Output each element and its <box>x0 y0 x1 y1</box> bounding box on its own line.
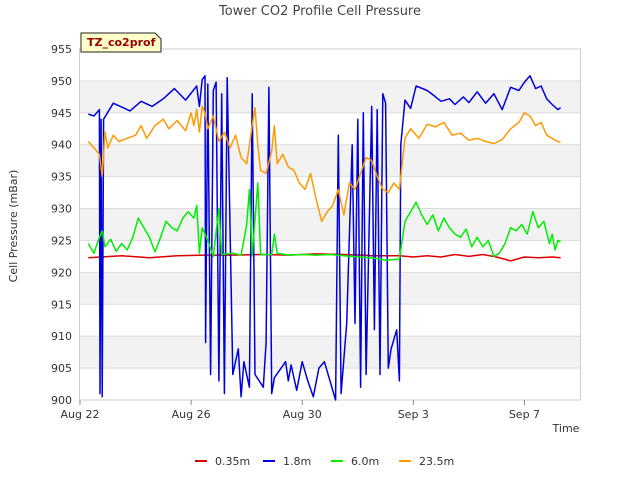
x-tick-label: Sep 3 <box>398 408 429 421</box>
grid-band <box>80 304 580 337</box>
legend-label: 23.5m <box>419 455 454 468</box>
series-line-1.8m <box>88 75 562 401</box>
x-axis-label: Time <box>552 422 580 435</box>
grid-band <box>80 368 580 400</box>
grid-band <box>80 144 580 177</box>
y-tick-label: 940 <box>51 139 72 152</box>
legend-label: 0.35m <box>215 455 250 468</box>
series-line-6.0m <box>87 182 561 261</box>
x-tick-label: Sep 7 <box>509 408 540 421</box>
chart-title: Tower CO2 Profile Cell Pressure <box>218 4 421 19</box>
legend-label: 1.8m <box>283 455 311 468</box>
y-tick-label: 935 <box>51 171 72 184</box>
grid-band <box>80 176 580 209</box>
y-tick-label: 955 <box>51 43 72 56</box>
legend: 0.35m 1.8m 6.0m 23.5m <box>195 455 454 468</box>
grid-band <box>80 336 580 369</box>
site-badge-label: TZ_co2prof <box>87 36 156 49</box>
y-tick-label: 900 <box>51 394 72 407</box>
y-tick-label: 905 <box>51 362 72 375</box>
site-badge: TZ_co2prof <box>80 32 162 53</box>
grid-band <box>80 80 580 113</box>
x-tick-label: Aug 30 <box>283 408 322 421</box>
grid-band <box>80 272 580 305</box>
grid-band <box>80 240 580 273</box>
y-tick-label: 915 <box>51 298 72 311</box>
y-tick-label: 920 <box>51 266 72 279</box>
series-layer <box>87 75 562 401</box>
grid-band <box>80 208 580 241</box>
y-axis-label: Cell Pressure (mBar) <box>7 170 20 283</box>
y-tick-label: 925 <box>51 234 72 247</box>
legend-label: 6.0m <box>351 455 379 468</box>
y-tick-label: 945 <box>51 107 72 120</box>
y-tick-label: 930 <box>51 203 72 216</box>
x-axis-ticks: Aug 22 Aug 26 Aug 30 Sep 3 Sep 7 <box>61 400 540 421</box>
series-line-23.5m <box>87 105 561 223</box>
y-tick-label: 910 <box>51 330 72 343</box>
x-tick-label: Aug 26 <box>172 408 211 421</box>
y-tick-label: 950 <box>51 75 72 88</box>
y-axis-ticks: 900 905 910 915 920 925 930 935 940 945 950 955 <box>51 43 72 407</box>
grid-band <box>80 49 580 81</box>
x-tick-label: Aug 22 <box>61 408 100 421</box>
plot-area-frame <box>79 48 581 401</box>
grid-band <box>80 112 580 145</box>
site-badge-box <box>80 32 162 53</box>
